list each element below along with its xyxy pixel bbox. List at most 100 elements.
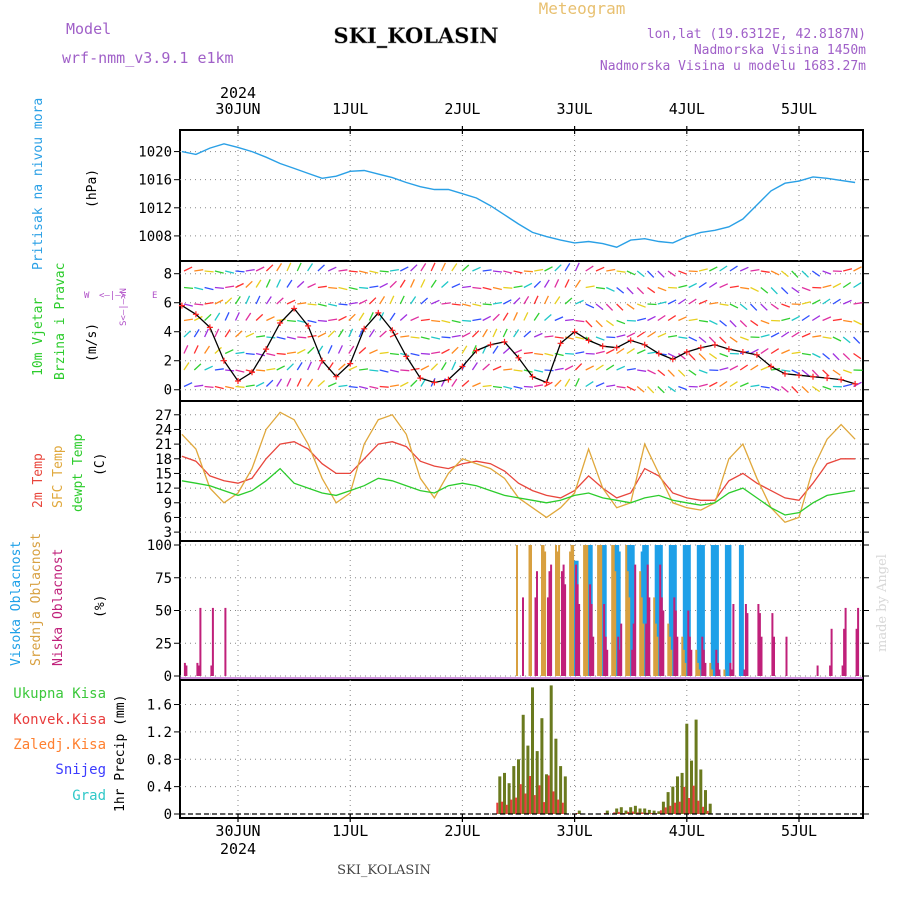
wind-arrow [564, 262, 571, 272]
wind-arrow [245, 352, 255, 356]
mid-cloud-bar [709, 662, 712, 676]
wind-arrow [801, 369, 810, 377]
pressure-unit: (hPa) [85, 169, 100, 208]
wind-arrow [276, 378, 283, 387]
wind-gust-marker [753, 351, 760, 358]
wind-arrow [832, 282, 842, 289]
mid-cloud-bar [698, 669, 701, 676]
wind-gust-marker [683, 349, 690, 355]
pressure-panel: 1008 1012 1016 1020 [138, 143, 869, 248]
wind-arrow [770, 385, 780, 392]
ytick-label: 0 [164, 383, 172, 399]
wind-arrow [431, 351, 441, 355]
wind-arrow [595, 350, 605, 355]
ytick-label: 1008 [138, 229, 172, 245]
wind-axis-title-2: Brzina i Pravac [53, 263, 68, 380]
wind-arrow [719, 380, 728, 388]
wind-arrow [657, 314, 666, 322]
low-cloud-bar [645, 623, 648, 676]
year-top: 2024 [220, 84, 256, 102]
wind-arrow [297, 348, 306, 355]
wind-arrow [729, 336, 738, 343]
wind-arrow [194, 303, 204, 306]
wind-arrow [564, 336, 574, 340]
wind-arrow [523, 270, 533, 273]
wind-arrow [842, 336, 851, 344]
wind-arrow [441, 302, 451, 305]
wind-arrow [616, 270, 626, 273]
wind-arrow [338, 315, 347, 322]
wind-arrow [760, 347, 769, 355]
wind-arrow [688, 270, 698, 273]
grid-lines [237, 126, 800, 822]
wind-arrow [245, 268, 255, 272]
wind-arrow [729, 320, 737, 328]
wind-arrow [224, 312, 230, 321]
precip-conv-bar [501, 801, 503, 814]
bottom-date-labels: 30JUN 1JUL 2JUL 3JUL 4JUL 5JUL [215, 822, 817, 840]
wind-arrow [430, 262, 436, 272]
high-cloud-bar [699, 545, 705, 676]
wind-arrow [225, 369, 235, 372]
wind-arrow [544, 369, 554, 372]
mid-cloud-bar [530, 545, 532, 676]
wind-arrow [255, 279, 262, 288]
wind-gust-marker [403, 353, 410, 360]
wind-arrow [760, 319, 770, 325]
precip-conv-bar [496, 802, 499, 814]
low-cloud-bar [673, 597, 676, 676]
precip-bar [661, 801, 665, 814]
wind-arrow [224, 297, 233, 305]
wind-arrow [256, 369, 266, 372]
wind-arrow [533, 280, 542, 288]
mid-cloud-bar [600, 545, 603, 676]
precip-bar [535, 751, 539, 814]
wind-arrow [451, 319, 461, 324]
wind-arrow [657, 332, 667, 338]
wind-arrow [235, 369, 245, 373]
ytick-label: 27 [155, 408, 172, 424]
wind-arrow [462, 319, 472, 322]
wind-arrow [657, 286, 667, 292]
wind-arrow [482, 286, 492, 291]
precip-panel: 0 0.4 0.8 1.2 1.6 [147, 685, 869, 823]
wind-arrow [657, 270, 665, 278]
ytick-label: 6 [164, 510, 172, 526]
wind-arrow [688, 336, 698, 342]
temp-axis-title-3: dewpt Temp [71, 434, 86, 512]
wind-arrow [544, 381, 553, 388]
low-cloud-bar [578, 604, 581, 676]
wind-arrow [554, 279, 560, 288]
mid-cloud-bar [682, 649, 685, 676]
wind-arrow [265, 379, 274, 387]
wind-arrow [760, 385, 770, 389]
wind-arrow [750, 364, 759, 371]
wind-arrow [451, 283, 461, 289]
wind-arrow [502, 312, 509, 321]
wind-arrow [585, 381, 594, 388]
wind-arrow [822, 352, 831, 360]
wind-arrow [482, 315, 492, 322]
wind-arrow [626, 270, 636, 276]
precip-conv-bar [641, 812, 644, 814]
wind-arrow [513, 329, 520, 338]
precip-conv-bar [533, 795, 536, 814]
wind-arrow [389, 312, 396, 321]
cloud-axis-title-1: Visoka Oblacnost [9, 541, 24, 666]
wind-gust-marker [641, 341, 648, 348]
wind-gust-marker [333, 373, 340, 380]
wind-arrow [214, 368, 224, 371]
high-cloud-bar [615, 551, 621, 676]
bottom-date-label: 3JUL [557, 822, 593, 840]
wind-arrow [688, 369, 697, 376]
mid-cloud-bar [695, 649, 698, 676]
wind-arrow [667, 385, 676, 393]
wind-arrow [544, 335, 554, 338]
wind-gust-marker [192, 311, 199, 318]
wind-arrow [729, 381, 738, 388]
wind-arrow [358, 299, 368, 305]
wind-arrow [801, 386, 809, 394]
wind-arrow [626, 303, 635, 310]
high-cloud-bar [738, 545, 744, 676]
